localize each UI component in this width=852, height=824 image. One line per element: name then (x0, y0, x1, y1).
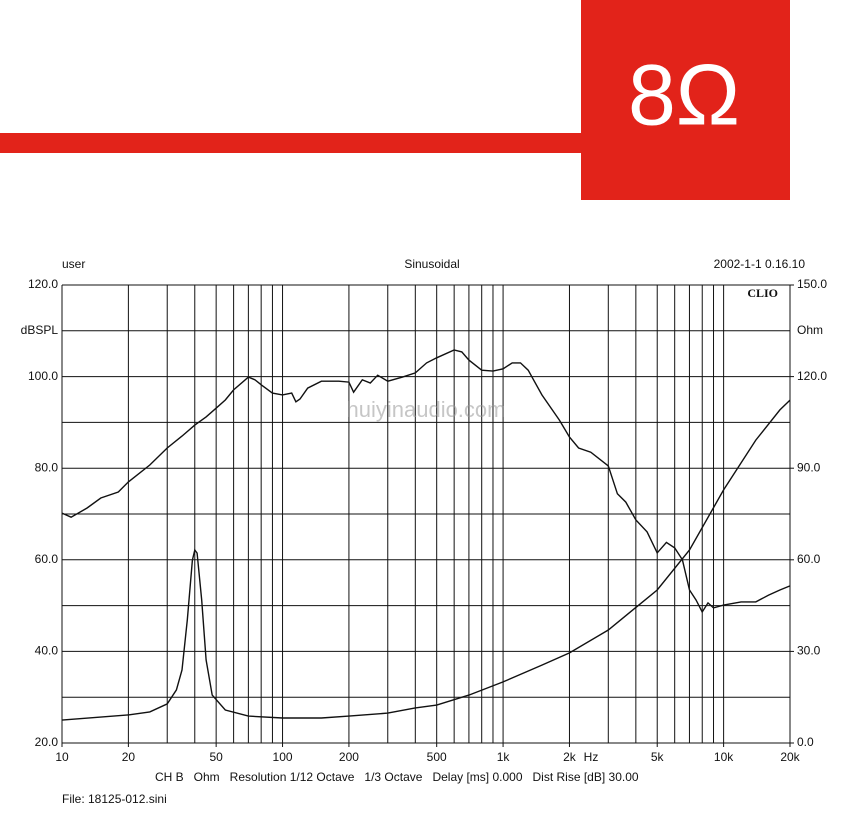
x-tick-label: 200 (339, 750, 359, 764)
y2-tick-label: 60.0 (797, 552, 821, 566)
y-tick-label: 20.0 (35, 735, 59, 749)
y2-tick-label: 0.0 (797, 735, 814, 749)
red-bar (0, 133, 582, 153)
x-tick-label: 100 (273, 750, 293, 764)
brand: CLIO (747, 286, 778, 300)
series-line (61, 349, 791, 614)
series-line (61, 399, 791, 721)
watermark: huiyinaudio.com (347, 397, 506, 422)
y-tick-label: 100.0 (28, 369, 58, 383)
file-label: File: 18125-012.sini (62, 792, 167, 806)
y2-tick-label: 150.0 (797, 277, 827, 291)
y-axis-label: dBSPL (21, 323, 59, 337)
x-tick-label: 20 (122, 750, 136, 764)
x-tick-label: 20k (780, 750, 800, 764)
header-left: user (62, 257, 85, 271)
y2-axis-label: Ohm (797, 323, 823, 337)
y2-tick-label: 30.0 (797, 644, 821, 658)
y-tick-label: 60.0 (35, 552, 59, 566)
x-tick-label: 10 (55, 750, 69, 764)
badge-box (581, 0, 790, 200)
x-tick-label: 50 (209, 750, 223, 764)
x-tick-label: 10k (714, 750, 734, 764)
x-tick-label: 500 (427, 750, 447, 764)
x-axis-label: Hz (584, 750, 599, 764)
y2-tick-label: 90.0 (797, 460, 821, 474)
badge-text: 8Ω (628, 48, 740, 144)
y-tick-label: 120.0 (28, 277, 58, 291)
footer: CH B Ohm Resolution 1/12 Octave 1/3 Octa… (155, 770, 639, 784)
header-right: 2002-1-1 0.16.10 (714, 257, 806, 271)
x-tick-label: 1k (497, 750, 511, 764)
header-center: Sinusoidal (404, 257, 459, 271)
y-tick-label: 80.0 (35, 460, 59, 474)
y2-tick-label: 120.0 (797, 369, 827, 383)
y-tick-label: 40.0 (35, 644, 59, 658)
x-tick-label: 2k (563, 750, 577, 764)
x-tick-label: 5k (651, 750, 665, 764)
